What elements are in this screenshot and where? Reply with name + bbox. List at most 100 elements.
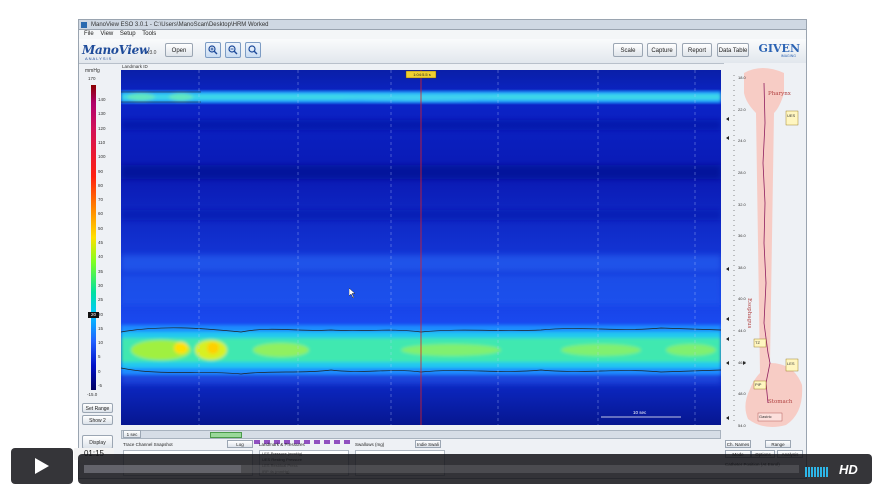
trace-table-header: Trace Channel Snapshot — [123, 442, 173, 447]
menu-tools[interactable]: Tools — [142, 31, 157, 37]
ues-isobar — [121, 91, 201, 103]
colorscale-threshold-marker[interactable]: 20 — [88, 311, 99, 318]
esophagus-label: Esophagus — [746, 298, 752, 329]
cursor-label-box — [405, 70, 437, 79]
zoom-out-icon — [228, 45, 238, 55]
indie-swali-button[interactable]: Indie Swali — [415, 440, 441, 448]
depth-label: 18.0 — [738, 75, 746, 80]
tz-marker[interactable] — [753, 338, 767, 348]
colorscale-tick: 0 — [98, 368, 101, 374]
set-range-button[interactable]: Set Range — [82, 403, 113, 413]
colorscale-tick: 15 — [98, 325, 104, 331]
title-bar: ManoView ESO 3.0.1 - C:\Users\ManoScan\D… — [79, 20, 806, 30]
capture-button[interactable]: Capture — [647, 43, 677, 57]
colorscale-top-value: 170 — [88, 76, 96, 81]
pip-label: PIP — [755, 382, 762, 387]
menu-file[interactable]: File — [84, 31, 94, 37]
timeline-scrollbar[interactable] — [121, 430, 721, 444]
pressure-topography-plot[interactable]: 1:04:5.5 s 10 sec — [121, 70, 721, 425]
swallow-markers[interactable] — [254, 432, 358, 444]
unit-label: mmHg — [85, 68, 100, 74]
zoom-out-button[interactable] — [225, 42, 241, 58]
hd-badge[interactable]: HD — [839, 462, 858, 477]
colorscale-tick: 60 — [98, 211, 104, 217]
stomach-label: Stomach — [768, 399, 793, 405]
ues-marker[interactable] — [785, 110, 799, 126]
cursor-label: 1:04:5.5 s — [413, 72, 431, 77]
colorscale-tick: 45 — [98, 240, 104, 245]
isobar-bottom — [121, 367, 721, 375]
display-mode-button[interactable]: Display Mode — [82, 435, 113, 460]
les-marker[interactable] — [785, 358, 799, 372]
colorscale-bottom-value: -15.0 — [87, 392, 98, 397]
colorscale-tick: 40 — [98, 254, 104, 260]
zoom-fit-icon — [248, 45, 258, 55]
data-table-button[interactable]: Data Table — [717, 43, 749, 57]
report-button[interactable]: Report — [682, 43, 712, 57]
colorscale-tick: 10 — [98, 340, 104, 346]
channel-names-button[interactable]: Ch. Names — [725, 440, 751, 448]
tz-label: TZ — [755, 340, 760, 345]
table-row[interactable]: LES Pressure (mmHg) — [262, 451, 348, 457]
open-button[interactable]: Open — [165, 43, 193, 57]
video-control-bar: HD — [78, 454, 872, 484]
play-button[interactable] — [11, 448, 73, 484]
colorscale-tick: 70 — [98, 197, 104, 203]
given-logo: GIVEN — [758, 42, 800, 55]
video-progress-bar[interactable] — [84, 465, 799, 473]
colorscale-panel: mmHg 170 140 130 120 110 100 90 80 70 60 50 45 40 35… — [79, 63, 119, 478]
colorscale-tick: 100 — [98, 154, 106, 160]
colorscale-tick: 80 — [98, 182, 104, 188]
colorscale-tick: 140 — [98, 97, 106, 102]
depth-label: 36.0 — [738, 233, 746, 239]
depth-label: 22.0 — [738, 106, 746, 112]
colorscale-tick: -5 — [98, 383, 103, 388]
esophagus-shape — [744, 68, 803, 427]
one-sec-button[interactable]: 1 sec — [123, 430, 141, 438]
app-window: ManoView ESO 3.0.1 - C:\Users\ManoScan\D… — [78, 19, 807, 479]
window-title: ManoView ESO 3.0.1 - C:\Users\ManoScan\D… — [91, 22, 269, 28]
pharynx-label: Pharynx — [768, 91, 791, 97]
volume-icon[interactable] — [805, 464, 829, 482]
anatomy-svg — [724, 63, 806, 435]
colorscale-tick: 130 — [98, 111, 106, 117]
zoom-fit-button[interactable] — [245, 42, 261, 58]
colorscale-tick: 50 — [98, 225, 104, 231]
colorscale-tick: 20 — [98, 311, 104, 317]
video-progress-fill — [84, 465, 242, 473]
depth-label: 28.0 — [738, 169, 746, 175]
colorscale-tick: 110 — [98, 139, 106, 145]
time-gridlines — [198, 70, 696, 425]
landmark-label: Landmark ID — [122, 64, 148, 69]
toolbar: ManoView ANALYSIS v3.0 Open Scale Captur… — [79, 39, 806, 64]
zoom-in-icon — [208, 45, 218, 55]
range-button[interactable]: Range — [765, 440, 791, 448]
gastric-marker[interactable] — [757, 412, 783, 422]
menu-view[interactable]: View — [100, 31, 114, 37]
colorscale-tick: 35 — [98, 268, 104, 274]
depth-label: 38.0 — [738, 264, 746, 270]
colorscale-tick: 30 — [98, 282, 104, 288]
zoom-in-button[interactable] — [205, 42, 221, 58]
colorscale-tick: 120 — [98, 125, 106, 131]
menu-setup[interactable]: Setup — [119, 31, 136, 37]
ues-label: UES — [787, 113, 796, 118]
log-swallow-button[interactable]: Log Swallow — [227, 440, 253, 455]
manoview-logo: ManoView — [82, 43, 150, 57]
show-button[interactable]: Show 2 — [82, 415, 113, 425]
version-label: v3.0 — [147, 50, 157, 56]
colorscale-tick: 25 — [98, 297, 104, 303]
les-label: LES — [787, 361, 795, 366]
scale-button[interactable]: Scale — [613, 43, 643, 57]
depth-label: 48.0 — [738, 391, 746, 397]
mouse-pointer-icon — [349, 288, 356, 298]
colorscale-bar[interactable] — [91, 85, 96, 390]
timeline-thumb[interactable] — [210, 432, 242, 438]
pip-marker[interactable] — [753, 380, 767, 390]
depth-label: 54.0 — [738, 423, 746, 428]
colorscale-tick: 90 — [98, 168, 104, 174]
depth-label: 44.0 — [738, 328, 746, 334]
landmarks-table-header: Landmark & Pressures — [259, 442, 305, 447]
depth-label: 24.0 — [738, 138, 746, 144]
scale-bar-label: 10 sec — [633, 410, 647, 415]
